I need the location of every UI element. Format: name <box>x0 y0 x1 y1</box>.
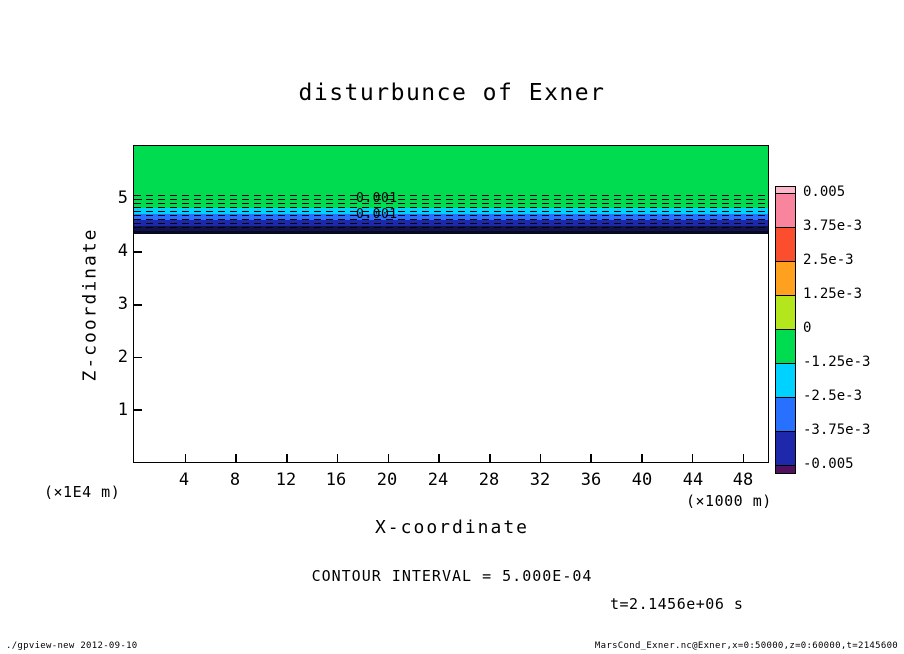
colorbar-label: 3.75e-3 <box>803 218 863 234</box>
x-tick-label: 48 <box>732 470 754 490</box>
y-tick-mark <box>134 304 142 306</box>
contour-dashed-line <box>134 211 768 212</box>
footer-program-info: ./gpview-new 2012-09-10 <box>6 641 138 651</box>
chart-title: disturbunce of Exner <box>298 80 606 106</box>
y-tick-label: 3 <box>117 294 128 314</box>
x-tick-mark <box>691 454 694 462</box>
x-tick-label: 28 <box>478 470 500 490</box>
x-tick-mark <box>590 454 592 462</box>
y-tick-label: 5 <box>117 188 128 208</box>
colorbar-segment-undermin <box>776 466 795 473</box>
y-tick-mark <box>134 356 142 359</box>
x-tick-mark <box>286 454 288 462</box>
y-tick-label: 2 <box>117 347 128 367</box>
contour-value-label: 0.001 <box>356 207 398 222</box>
x-tick-mark <box>387 454 390 462</box>
x-tick-label: 4 <box>178 470 190 490</box>
tone-band-darkest <box>134 231 768 234</box>
x-tick-label: 44 <box>682 470 704 490</box>
y-tick-label: 4 <box>117 241 128 261</box>
contour-dashed-line <box>134 215 768 216</box>
colorbar-label: -1.25e-3 <box>803 354 871 370</box>
y-tick-label: 1 <box>117 400 128 420</box>
x-tick-label: 12 <box>275 470 297 490</box>
y-tick-mark <box>134 409 142 411</box>
x-axis-unit: (×1000 m) <box>686 492 772 510</box>
contour-dashed-line <box>134 219 768 220</box>
contour-dashed-line <box>134 199 768 200</box>
x-tick-mark <box>235 454 237 462</box>
colorbar-label: 2.5e-3 <box>803 252 854 268</box>
x-tick-label: 36 <box>580 470 602 490</box>
colorbar-segment <box>776 330 795 364</box>
colorbar-segment <box>776 432 795 466</box>
contour-interval-text: CONTOUR INTERVAL = 5.000E-04 <box>311 567 593 585</box>
tone-band-dark <box>134 226 768 231</box>
colorbar-segment <box>776 262 795 296</box>
x-tick-mark <box>336 454 339 462</box>
colorbar-label: 0 <box>803 320 812 336</box>
x-tick-mark <box>641 454 643 462</box>
plot-area: 0.001 0.001 <box>133 145 769 463</box>
tone-region-green <box>134 146 768 208</box>
colorbar-label: -2.5e-3 <box>803 388 863 404</box>
colorbar-label: -3.75e-3 <box>803 422 871 438</box>
colorbar-segment <box>776 296 795 330</box>
x-tick-mark <box>489 454 491 462</box>
tone-band-blue <box>134 214 768 220</box>
x-axis-title: X-coordinate <box>374 517 530 538</box>
time-annotation: t=2.1456e+06 s <box>610 595 744 613</box>
y-axis-unit: (×1E4 m) <box>44 483 121 501</box>
x-tick-label: 24 <box>427 470 449 490</box>
contour-value-label: 0.001 <box>356 191 398 206</box>
colorbar <box>775 186 796 474</box>
x-tick-mark <box>539 454 542 462</box>
contour-dashed-line <box>134 203 768 204</box>
x-tick-label: 40 <box>631 470 653 490</box>
colorbar-segment <box>776 194 795 228</box>
x-tick-label: 32 <box>529 470 551 490</box>
colorbar-segment <box>776 364 795 398</box>
x-tick-label: 16 <box>325 470 347 490</box>
colorbar-segment <box>776 398 795 432</box>
colorbar-label: -0.005 <box>803 456 854 472</box>
contour-dashed-line <box>134 223 768 224</box>
colorbar-label: 1.25e-3 <box>803 286 863 302</box>
x-tick-label: 8 <box>229 470 241 490</box>
footer-file-info: MarsCond_Exner.nc@Exner,x=0:50000,z=0:60… <box>594 641 898 651</box>
contour-dashed-line <box>134 227 768 228</box>
colorbar-segment <box>776 228 795 262</box>
colorbar-segment-overmax <box>776 187 795 194</box>
contour-dashed-line <box>134 195 768 196</box>
x-tick-mark <box>438 454 440 462</box>
colorbar-label: 0.005 <box>803 184 846 200</box>
y-tick-mark <box>134 251 142 253</box>
y-tick-mark <box>134 198 142 201</box>
x-tick-mark <box>184 454 187 462</box>
x-tick-mark <box>742 454 745 462</box>
x-tick-label: 20 <box>376 470 398 490</box>
contour-dashed-line <box>134 207 768 208</box>
